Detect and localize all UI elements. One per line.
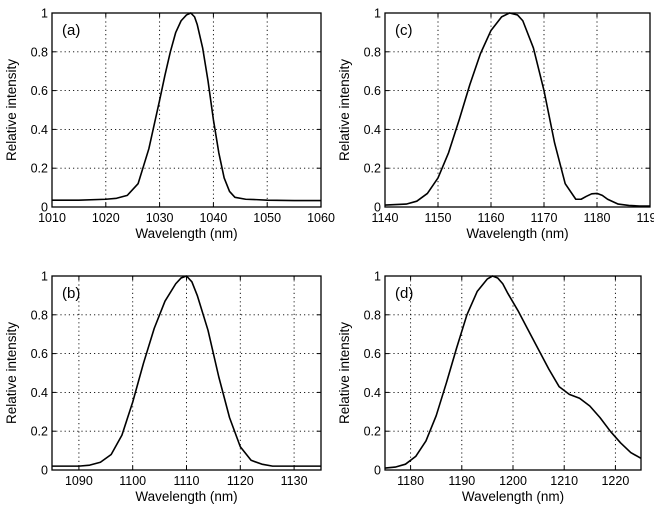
x-tick-label: 1030 (146, 211, 174, 225)
y-tick-label: 1 (374, 7, 381, 21)
panel-c: 1140 1150 1160 1170 1180 1190 0 0.2 0.4 0.6 0.8 1 Wa… (337, 7, 654, 242)
y-tick-label: 0.2 (31, 425, 48, 439)
y-tick-label: 0.6 (31, 347, 48, 361)
panel-d: 1180 1190 1200 1210 1220 0 0.2 0.4 0.6 0.8 1 Wavele… (337, 270, 642, 504)
y-tick-label: 0.8 (31, 308, 48, 322)
y-tick-label: 1 (374, 270, 381, 284)
x-tick-label: 1180 (397, 474, 424, 488)
y-tick-label: 1 (41, 270, 48, 284)
y-tick-label: 0.4 (31, 386, 48, 400)
y-tick-label: 0 (374, 201, 381, 215)
y-axis-label: Relative intensity (4, 322, 19, 424)
panel-label: (c) (395, 22, 413, 39)
panel-label: (d) (395, 285, 413, 302)
x-tick-label: 1020 (92, 211, 120, 225)
x-tick-label: 1190 (637, 211, 654, 225)
x-tick-label: 1180 (584, 211, 611, 225)
y-tick-label: 0 (41, 201, 48, 215)
x-axis-label: Wavelength (nm) (135, 226, 237, 241)
y-axis-label: Relative intensity (337, 59, 352, 161)
series-line (384, 12, 650, 207)
series-line (52, 275, 321, 467)
y-tick-label: 0.8 (364, 308, 381, 322)
y-tick-label: 0.2 (364, 425, 381, 439)
x-axis-label: Wavelength (nm) (466, 226, 568, 241)
x-tick-label: 1140 (372, 211, 399, 225)
x-tick-label: 1160 (478, 211, 505, 225)
y-tick-label: 1 (41, 7, 48, 21)
plot-frame (384, 12, 651, 208)
x-tick-label: 1060 (307, 211, 335, 225)
y-tick-label: 0.6 (364, 347, 381, 361)
y-axis-label: Relative intensity (337, 322, 352, 424)
plot-frame (51, 12, 322, 208)
x-tick-label: 1210 (550, 474, 578, 488)
y-tick-label: 0.4 (364, 386, 381, 400)
x-axis-label: Wavelength (nm) (135, 489, 237, 504)
x-axis-label: Wavelength (nm) (462, 489, 564, 504)
y-axis-label: Relative intensity (4, 59, 19, 161)
y-tick-label: 0.6 (364, 84, 381, 98)
x-tick-label: 1130 (281, 474, 308, 488)
series-line (52, 12, 321, 202)
x-tick-label: 1170 (531, 211, 558, 225)
y-tick-label: 0 (374, 464, 381, 478)
x-tick-label: 1040 (199, 211, 227, 225)
panel-label: (b) (62, 285, 80, 302)
x-tick-label: 1110 (174, 474, 200, 488)
y-tick-label: 0.6 (31, 84, 48, 98)
y-tick-label: 0.2 (364, 162, 381, 176)
x-tick-label: 1200 (499, 474, 527, 488)
x-tick-label: 1150 (425, 211, 452, 225)
panel-a: 1010 1020 1030 1040 1050 1060 0 0.2 0.4 0.6 0.8 1 Wa… (4, 7, 335, 242)
x-tick-label: 1190 (448, 474, 475, 488)
x-tick-label: 1220 (601, 474, 629, 488)
panel-label: (a) (62, 22, 80, 39)
x-tick-label: 1010 (38, 211, 66, 225)
y-tick-label: 0.4 (31, 123, 48, 137)
panel-b: 1090 1100 1110 1120 1130 0 0.2 0.4 0.6 0.8 1 Wavele… (4, 270, 322, 504)
x-tick-label: 1120 (227, 474, 254, 488)
y-tick-label: 0.8 (31, 45, 48, 59)
y-tick-label: 0 (41, 464, 48, 478)
x-tick-label: 1100 (119, 474, 146, 488)
y-tick-label: 0.2 (31, 162, 48, 176)
x-tick-label: 1050 (253, 211, 281, 225)
y-tick-label: 0.8 (364, 45, 381, 59)
x-tick-label: 1090 (65, 474, 93, 488)
y-tick-label: 0.4 (364, 123, 381, 137)
series-line (384, 275, 642, 469)
